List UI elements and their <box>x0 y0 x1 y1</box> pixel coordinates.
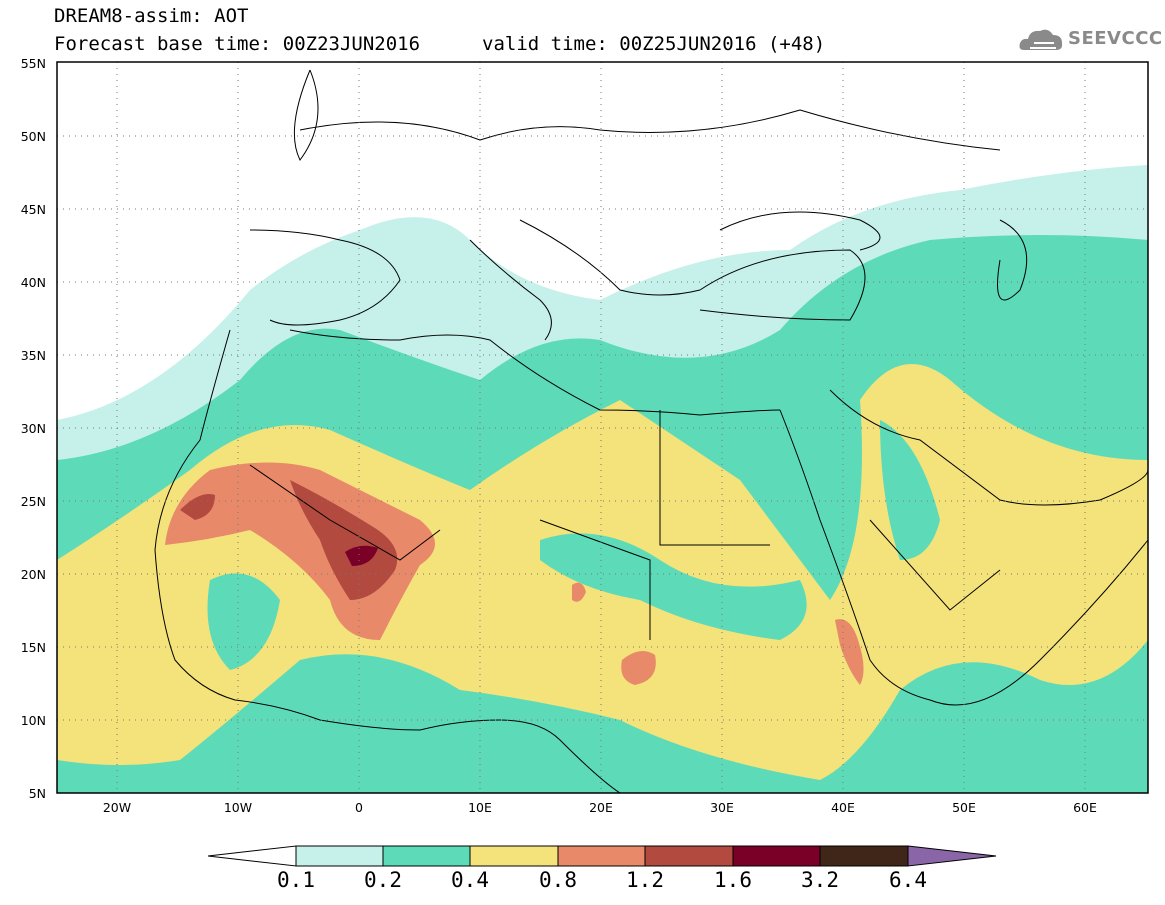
border-west-africa <box>249 464 441 561</box>
coastline-red-sea <box>779 409 1148 706</box>
longitude-labels: 20W 10W 0 10E 20E 30E 40E 50E 60E <box>103 800 1097 815</box>
legend-label: 1.2 <box>626 868 664 892</box>
coastline-europe-north <box>299 109 1001 151</box>
coastline-balkans <box>519 219 701 296</box>
legend-label: 0.4 <box>451 868 489 892</box>
lon-label: 20E <box>589 800 613 815</box>
aot-band-1.6 <box>345 545 378 566</box>
coastline-north-africa <box>289 329 781 416</box>
aot-brown-patch-west <box>180 494 215 520</box>
cloud-icon <box>1019 29 1063 50</box>
aot-green-patch-3 <box>880 420 940 560</box>
forecast-base-time: Forecast base time: 00Z23JUN2016 <box>54 33 421 55</box>
border-saudi <box>869 519 1001 611</box>
lon-label: 10W <box>224 800 252 815</box>
lon-label: 60E <box>1073 800 1097 815</box>
coastline-iberia <box>249 229 401 326</box>
legend-label: 0.2 <box>364 868 402 892</box>
lon-label: 40E <box>831 800 855 815</box>
aot-field <box>57 165 1148 793</box>
lon-label: 30E <box>710 800 734 815</box>
forecast-time-row: Forecast base time: 00Z23JUN2016 valid t… <box>54 34 825 94</box>
lat-label: 45N <box>21 202 46 217</box>
logo-text: SEEVCCC <box>1068 28 1163 49</box>
lat-label: 20N <box>21 567 46 582</box>
coastline-africa <box>154 329 621 793</box>
coastline-italy <box>469 239 552 341</box>
lat-label: 15N <box>21 640 46 655</box>
legend-label: 0.1 <box>277 868 315 892</box>
lat-label: 55N <box>21 56 46 71</box>
coastline-caspian <box>997 219 1028 301</box>
aot-orange-patch-libya <box>572 582 586 602</box>
lat-label: 50N <box>21 129 46 144</box>
aot-orange-patch-eritrea <box>835 619 864 685</box>
coastline-turkey <box>699 249 866 321</box>
seevccc-logo: SEEVCCC <box>1018 22 1162 56</box>
lat-label: 30N <box>21 421 46 436</box>
border-libya-egypt <box>659 410 770 546</box>
coastlines <box>154 69 1148 793</box>
coastline-arabia <box>829 389 1148 506</box>
lon-label: 0 <box>355 800 363 815</box>
latitude-labels: 55N 50N 45N 40N 35N 30N 25N 20N 15N 10N … <box>21 56 46 801</box>
aot-band-1.2 <box>290 480 398 600</box>
lat-label: 5N <box>29 786 46 801</box>
lat-label: 40N <box>21 275 46 290</box>
legend-label: 0.8 <box>539 868 577 892</box>
lon-label: 50E <box>952 800 976 815</box>
legend-label: 3.2 <box>801 868 839 892</box>
lat-label: 10N <box>21 713 46 728</box>
map-frame <box>56 61 1149 794</box>
lat-label: 35N <box>21 348 46 363</box>
lon-label: 20W <box>103 800 131 815</box>
legend-label: 1.6 <box>714 868 752 892</box>
aot-green-patch-2 <box>207 573 280 670</box>
lat-label: 25N <box>21 494 46 509</box>
aot-orange-patch-sudan <box>621 651 656 685</box>
model-title: DREAM8-assim: AOT <box>54 5 249 27</box>
lon-label: 10E <box>468 800 492 815</box>
border-sudan <box>539 519 651 640</box>
aot-green-patch-1 <box>540 533 807 640</box>
coastline-britain <box>293 69 319 161</box>
legend-label: 6.4 <box>889 868 927 892</box>
coastline-black-sea <box>719 211 881 251</box>
valid-time: valid time: 00Z25JUN2016 (+48) <box>482 33 826 55</box>
